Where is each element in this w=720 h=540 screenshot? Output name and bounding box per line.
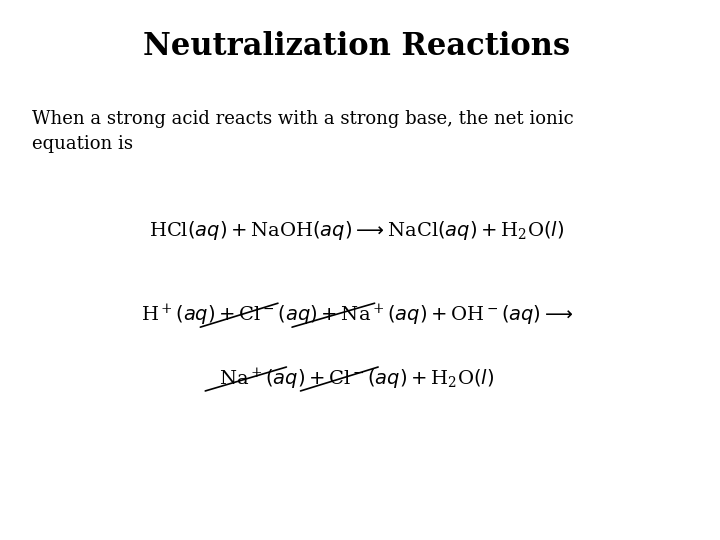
Text: $\mathregular{HCl}(aq) + \mathregular{NaOH}(aq)\longrightarrow \mathregular{NaCl: $\mathregular{HCl}(aq) + \mathregular{Na… bbox=[150, 219, 564, 241]
Text: When a strong acid reacts with a strong base, the net ionic
equation is: When a strong acid reacts with a strong … bbox=[32, 111, 574, 153]
Text: Neutralization Reactions: Neutralization Reactions bbox=[143, 31, 570, 62]
Text: $\mathregular{Na^+}(aq) + \mathregular{Cl^-}(aq) + \mathregular{H_2O}(l)$: $\mathregular{Na^+}(aq) + \mathregular{C… bbox=[220, 366, 495, 392]
Text: $\mathregular{H^+}(aq) + \mathregular{Cl^-}(aq) + \mathregular{Na^+}(aq) + \math: $\mathregular{H^+}(aq) + \mathregular{Cl… bbox=[141, 302, 573, 328]
